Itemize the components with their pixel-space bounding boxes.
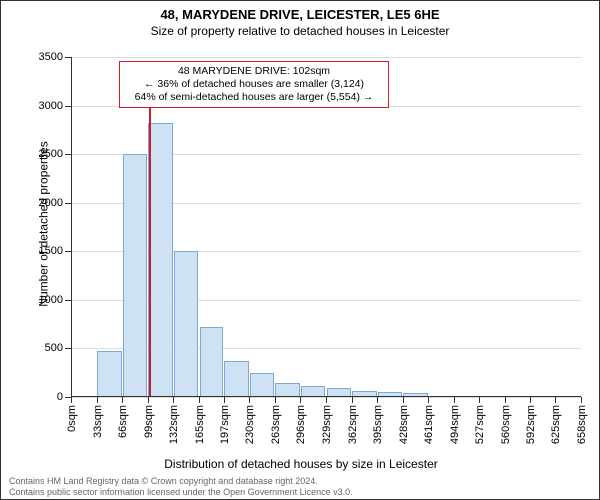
y-tick-label: 2000	[1, 197, 63, 209]
x-tick-mark	[377, 397, 378, 403]
property-marker-line	[149, 101, 151, 397]
footer-credits: Contains HM Land Registry data © Crown c…	[9, 476, 353, 497]
x-tick-mark	[275, 397, 276, 403]
x-axis-label: Distribution of detached houses by size …	[1, 457, 600, 471]
chart-title: 48, MARYDENE DRIVE, LEICESTER, LE5 6HE	[1, 7, 599, 22]
y-tick-label: 0	[1, 391, 63, 403]
x-tick-label: 329sqm	[321, 405, 333, 444]
annotation-line-2: ← 36% of detached houses are smaller (3,…	[126, 78, 382, 91]
x-tick-label: 230sqm	[244, 405, 256, 444]
x-tick-mark	[199, 397, 200, 403]
histogram-bar	[174, 251, 198, 397]
y-axis-line	[71, 57, 72, 397]
x-tick-mark	[479, 397, 480, 403]
annotation-line-3: 64% of semi-detached houses are larger (…	[126, 91, 382, 104]
y-tick-label: 1500	[1, 245, 63, 257]
x-tick-label: 197sqm	[219, 405, 231, 444]
y-axis-label: Number of detached properties	[37, 141, 51, 306]
footer-line-1: Contains HM Land Registry data © Crown c…	[9, 476, 353, 486]
x-tick-label: 560sqm	[500, 405, 512, 444]
footer-line-2: Contains public sector information licen…	[9, 487, 353, 497]
x-tick-label: 0sqm	[66, 405, 78, 432]
x-tick-label: 296sqm	[295, 405, 307, 444]
chart-subtitle: Size of property relative to detached ho…	[1, 24, 599, 38]
x-tick-label: 428sqm	[398, 405, 410, 444]
x-tick-mark	[122, 397, 123, 403]
x-tick-mark	[71, 397, 72, 403]
x-tick-label: 461sqm	[423, 405, 435, 444]
grid-line	[71, 57, 581, 58]
x-tick-mark	[249, 397, 250, 403]
x-tick-label: 395sqm	[372, 405, 384, 444]
x-tick-label: 66sqm	[117, 405, 129, 438]
x-tick-label: 658sqm	[576, 405, 588, 444]
x-tick-label: 99sqm	[143, 405, 155, 438]
y-tick-label: 2500	[1, 148, 63, 160]
histogram-bar	[250, 373, 274, 397]
x-tick-mark	[454, 397, 455, 403]
x-tick-mark	[403, 397, 404, 403]
x-tick-mark	[224, 397, 225, 403]
x-axis-line	[71, 396, 581, 397]
annotation-line-1: 48 MARYDENE DRIVE: 102sqm	[126, 65, 382, 78]
y-tick-label: 1000	[1, 294, 63, 306]
x-tick-label: 494sqm	[449, 405, 461, 444]
y-tick-label: 500	[1, 342, 63, 354]
histogram-bar	[224, 361, 248, 397]
x-tick-label: 362sqm	[347, 405, 359, 444]
histogram-bar	[275, 383, 299, 397]
annotation-box: 48 MARYDENE DRIVE: 102sqm ← 36% of detac…	[119, 61, 389, 108]
x-tick-label: 165sqm	[194, 405, 206, 444]
x-tick-mark	[352, 397, 353, 403]
y-tick-label: 3500	[1, 51, 63, 63]
histogram-bar	[148, 123, 172, 397]
x-tick-mark	[97, 397, 98, 403]
x-tick-mark	[505, 397, 506, 403]
x-tick-mark	[326, 397, 327, 403]
x-tick-mark	[581, 397, 582, 403]
x-tick-label: 33sqm	[92, 405, 104, 438]
chart-container: 48, MARYDENE DRIVE, LEICESTER, LE5 6HE S…	[0, 0, 600, 500]
x-tick-label: 625sqm	[550, 405, 562, 444]
x-tick-label: 132sqm	[168, 405, 180, 444]
x-tick-mark	[173, 397, 174, 403]
x-tick-label: 263sqm	[270, 405, 282, 444]
y-tick-label: 3000	[1, 100, 63, 112]
x-tick-mark	[530, 397, 531, 403]
histogram-bar	[97, 351, 121, 397]
x-tick-mark	[300, 397, 301, 403]
histogram-bar	[123, 154, 147, 397]
x-tick-mark	[148, 397, 149, 403]
x-tick-mark	[555, 397, 556, 403]
x-tick-mark	[428, 397, 429, 403]
x-tick-label: 592sqm	[525, 405, 537, 444]
histogram-bar	[200, 327, 224, 397]
x-tick-label: 527sqm	[474, 405, 486, 444]
